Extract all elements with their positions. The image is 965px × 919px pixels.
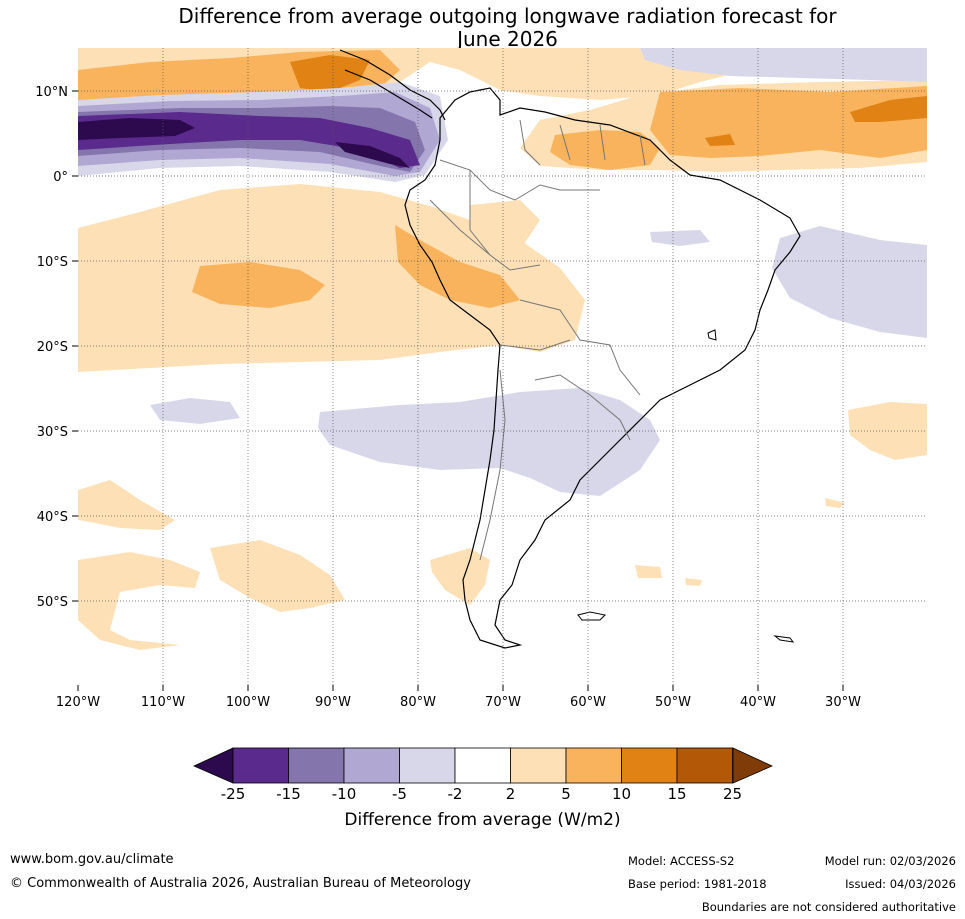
anomaly-region [650, 230, 710, 246]
axis-ticks [72, 90, 844, 691]
lon-label: 50°W [655, 695, 691, 710]
lat-label: 20°S [37, 340, 68, 355]
anomaly-region [210, 540, 345, 612]
colorbar-tick-label: -5 [392, 785, 407, 803]
lat-label: 10°N [35, 85, 68, 100]
colorbar-arrow-left [193, 747, 234, 784]
anomaly-region [850, 96, 927, 122]
colorbar-tick-label: -25 [221, 785, 246, 803]
lon-label: 110°W [141, 695, 185, 710]
lon-label: 80°W [400, 695, 436, 710]
lat-label: 30°S [37, 425, 68, 440]
colorbar-tick-label: 10 [612, 785, 631, 803]
title-line-1: Difference from average outgoing longwav… [178, 4, 837, 28]
coastline [773, 635, 795, 643]
anomaly-region [772, 226, 927, 338]
anomaly-region [685, 578, 702, 586]
lat-label: 10°S [37, 255, 68, 270]
model-text: Model: ACCESS-S2 [628, 854, 735, 868]
colorbar-swatch [565, 747, 622, 784]
lat-label: 0° [53, 170, 68, 185]
latitude-labels: 10°N 0° 10°S 20°S 30°S 40°S 50°S [35, 85, 68, 610]
colorbar-label: Difference from average (W/m2) [344, 810, 621, 830]
colorbar-swatch [621, 747, 678, 784]
anomaly-region [550, 130, 660, 170]
coastline [339, 49, 446, 121]
anomaly-region [192, 262, 325, 308]
issued-text: Issued: 04/03/2026 [845, 877, 956, 891]
anomaly-region [78, 480, 175, 530]
anomaly-region [78, 552, 200, 650]
colorbar-swatch [454, 747, 511, 784]
colorbar-swatch [399, 747, 456, 784]
colorbar-swatch [343, 747, 400, 784]
colorbar-tick-label: 15 [667, 785, 686, 803]
colorbar-tick-label: 2 [506, 785, 516, 803]
colorbar-swatch [676, 747, 733, 784]
colorbar-swatch [288, 747, 345, 784]
lon-label: 40°W [740, 695, 776, 710]
anomaly-region [430, 548, 490, 605]
copyright-text: © Commonwealth of Australia 2026, Austra… [10, 876, 471, 891]
base-period-text: Base period: 1981-2018 [628, 877, 767, 891]
website-link[interactable]: www.bom.gov.au/climate [10, 852, 174, 867]
graticule [78, 48, 927, 685]
anomaly-region [470, 200, 540, 250]
colorbar-tick-label: -2 [448, 785, 463, 803]
colorbar-swatch [510, 747, 567, 784]
anomaly-region [78, 118, 195, 140]
anomaly-region [848, 402, 927, 460]
lat-label: 40°S [37, 510, 68, 525]
colorbar-tick-label: -10 [332, 785, 357, 803]
anomaly-region [705, 134, 735, 146]
lon-label: 60°W [570, 695, 606, 710]
anomaly-region [640, 48, 927, 82]
title-line-2: June 2026 [457, 27, 558, 51]
anomaly-region [650, 86, 927, 158]
anomaly-region [335, 142, 410, 168]
disclaimer-text: Boundaries are not considered authoritat… [701, 900, 956, 914]
lon-label: 70°W [485, 695, 521, 710]
coastline [404, 87, 801, 649]
colorbar: -25 -15 -10 -5 -2 2 5 10 15 25 [193, 747, 773, 803]
anomaly-region [635, 565, 662, 578]
lon-label: 90°W [315, 695, 351, 710]
country-border [429, 119, 646, 561]
model-run-text: Model run: 02/03/2026 [824, 854, 956, 868]
anomaly-region [825, 498, 845, 508]
lon-label: 100°W [226, 695, 270, 710]
map-title: Difference from average outgoing longwav… [0, 5, 965, 51]
lat-label: 50°S [37, 595, 68, 610]
colorbar-arrow-right [732, 747, 773, 784]
coastline [707, 329, 717, 341]
anomaly-region [395, 225, 520, 308]
anomaly-region [78, 184, 585, 372]
map-area [78, 48, 927, 685]
longitude-labels: 120°W 110°W 100°W 90°W 80°W 70°W 60°W 50… [56, 695, 861, 710]
anomaly-region [150, 398, 240, 424]
colorbar-tick-label: -15 [276, 785, 301, 803]
anomaly-region [290, 55, 370, 92]
anomaly-region [318, 388, 660, 496]
colorbar-tick-label: 5 [561, 785, 571, 803]
coastline [344, 69, 433, 119]
lon-label: 120°W [56, 695, 100, 710]
colorbar-swatch [232, 747, 289, 784]
lon-label: 30°W [825, 695, 861, 710]
colorbar-tick-label: 25 [723, 785, 742, 803]
